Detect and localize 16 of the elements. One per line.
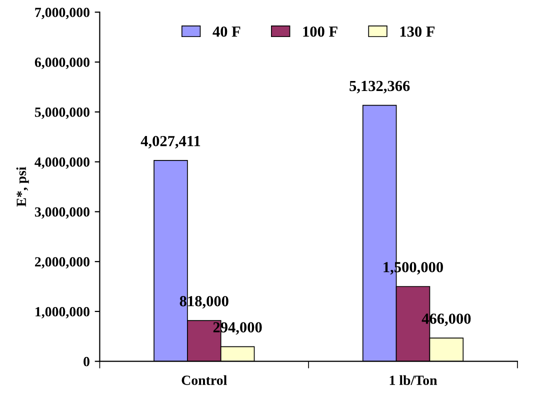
legend-label: 40 F — [212, 26, 240, 37]
data-label: 4,027,411 — [140, 136, 200, 148]
y-tick-label: 1,000,000 — [36, 307, 90, 318]
y-axis-title: E*, psi — [16, 166, 29, 207]
x-tick-label: Control — [182, 375, 227, 386]
data-label: 5,132,366 — [350, 80, 410, 94]
y-tick-label: 3,000,000 — [34, 207, 90, 219]
legend-label: 100 F — [303, 26, 338, 37]
y-tick-label: 5,000,000 — [34, 108, 90, 119]
x-tick-label: 1 lb/Ton — [390, 375, 438, 386]
legend-label: 130 F — [400, 26, 435, 37]
y-tick-label: 0 — [84, 356, 90, 366]
y-tick-label: 2,000,000 — [35, 257, 90, 269]
y-tick-label: 4,000,000 — [34, 157, 90, 169]
y-tick-label: 7,000,000 — [35, 8, 90, 20]
y-tick-label: 6,000,000 — [34, 58, 90, 70]
